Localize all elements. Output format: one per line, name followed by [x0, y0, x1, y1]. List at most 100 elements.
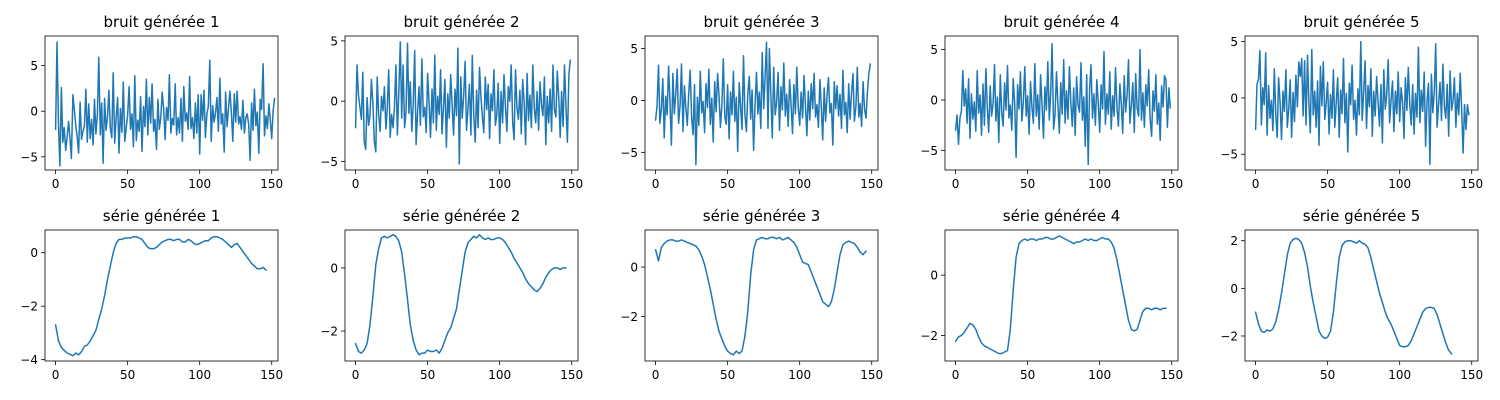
- x-tick-label: 150: [1160, 368, 1183, 382]
- x-tick-label: 150: [560, 368, 583, 382]
- x-tick-label: 50: [420, 368, 435, 382]
- x-tick-label: 0: [1252, 368, 1260, 382]
- plot-frame: [44, 35, 279, 171]
- x-tick-label: 150: [260, 177, 283, 191]
- y-tick-label: 0: [330, 261, 338, 275]
- x-tick-label: 150: [860, 368, 883, 382]
- y-tick-label: 5: [1230, 35, 1238, 49]
- y-tick-label: 0: [1230, 282, 1238, 296]
- series-line: [354, 233, 567, 356]
- x-tick-label: 50: [120, 177, 135, 191]
- x-tick-label: 0: [352, 177, 360, 191]
- subplot-title: série générée 5: [1303, 207, 1420, 225]
- x-tick-label: 0: [1252, 177, 1260, 191]
- plot-frame: [344, 35, 579, 171]
- series-line: [654, 236, 867, 356]
- subplot-1: bruit générée 1 0 50 100 150 −5 0 5: [20, 13, 283, 191]
- subplot-3: bruit générée 3 0 50 100 150 −5 0 5: [620, 13, 883, 191]
- y-tick-label: 5: [630, 42, 638, 56]
- subplot-title: bruit générée 2: [403, 13, 519, 31]
- y-tick-label: 0: [930, 269, 938, 283]
- subplot-10: série générée 5 0 50 100 150 −2 0 2: [1220, 207, 1483, 382]
- x-tick-label: 100: [1388, 177, 1411, 191]
- series-line: [54, 235, 267, 357]
- x-tick-label: 50: [1320, 177, 1335, 191]
- subplot-title: série générée 1: [103, 207, 220, 225]
- plot-frame: [1244, 229, 1479, 362]
- y-tick-label: 0: [30, 105, 38, 119]
- x-tick-label: 0: [952, 177, 960, 191]
- subplot-9: série générée 4 0 50 100 150 −2 0: [920, 207, 1183, 382]
- x-tick-label: 50: [1320, 368, 1335, 382]
- x-tick-label: 50: [720, 368, 735, 382]
- x-tick-label: 150: [260, 368, 283, 382]
- plot-frame: [944, 229, 1179, 362]
- y-tick-label: 0: [930, 93, 938, 107]
- y-tick-label: −5: [1220, 148, 1238, 162]
- subplot-4: bruit générée 4 0 50 100 150 −5 0 5: [920, 13, 1183, 191]
- y-tick-label: 2: [1230, 234, 1238, 248]
- x-tick-label: 50: [420, 177, 435, 191]
- x-tick-label: 50: [120, 368, 135, 382]
- y-tick-label: 0: [630, 261, 638, 275]
- y-tick-label: −2: [920, 329, 938, 343]
- y-tick-label: 5: [30, 59, 38, 73]
- x-tick-label: 100: [1088, 177, 1111, 191]
- series-line: [54, 41, 276, 167]
- series-line: [1254, 40, 1470, 166]
- subplot-8: série générée 3 0 50 100 150 −2 0: [620, 207, 883, 382]
- x-tick-label: 0: [652, 368, 660, 382]
- y-tick-label: −5: [620, 146, 638, 160]
- x-tick-label: 150: [1460, 177, 1483, 191]
- y-tick-label: 0: [330, 95, 338, 109]
- plot-frame: [644, 35, 879, 171]
- x-tick-label: 150: [1460, 368, 1483, 382]
- x-tick-label: 100: [188, 177, 211, 191]
- plot-frame: [1244, 35, 1479, 171]
- x-tick-label: 0: [352, 368, 360, 382]
- y-tick-label: −5: [320, 155, 338, 169]
- y-tick-label: 5: [930, 43, 938, 57]
- x-tick-label: 50: [1020, 177, 1035, 191]
- y-tick-label: 5: [330, 34, 338, 48]
- series-line: [1254, 237, 1453, 355]
- series-line: [654, 41, 872, 166]
- x-tick-label: 150: [860, 177, 883, 191]
- y-tick-label: −5: [20, 150, 38, 164]
- x-tick-label: 100: [188, 368, 211, 382]
- x-tick-label: 0: [952, 368, 960, 382]
- x-tick-label: 0: [652, 177, 660, 191]
- subplot-title: bruit générée 4: [1003, 13, 1119, 31]
- subplot-7: série générée 2 0 50 100 150 −2 0: [320, 207, 583, 382]
- y-tick-label: 0: [1230, 91, 1238, 105]
- y-tick-label: 0: [30, 246, 38, 260]
- subplot-title: série générée 2: [403, 207, 520, 225]
- subplot-title: série générée 3: [703, 207, 820, 225]
- plot-frame: [644, 229, 879, 362]
- subplot-title: série générée 4: [1003, 207, 1120, 225]
- subplot-6: série générée 1 0 50 100 150 −4 −2 0: [20, 207, 283, 382]
- series-line: [354, 41, 572, 165]
- x-tick-label: 50: [720, 177, 735, 191]
- series-line: [954, 42, 1172, 166]
- x-tick-label: 50: [1020, 368, 1035, 382]
- subplot-title: bruit générée 5: [1303, 13, 1419, 31]
- subplot-5: bruit générée 5 0 50 100 150 −5 0 5: [1220, 13, 1483, 191]
- x-tick-label: 100: [1388, 368, 1411, 382]
- subplot-title: bruit générée 1: [103, 13, 219, 31]
- x-tick-label: 0: [52, 177, 60, 191]
- plot-frame: [44, 229, 279, 362]
- subplot-2: bruit générée 2 0 50 100 150 −5 0 5: [320, 13, 583, 191]
- x-tick-label: 0: [52, 368, 60, 382]
- x-tick-label: 100: [788, 177, 811, 191]
- x-tick-label: 150: [560, 177, 583, 191]
- x-tick-label: 100: [788, 368, 811, 382]
- y-tick-label: −2: [620, 310, 638, 324]
- subplot-title: bruit générée 3: [703, 13, 819, 31]
- y-tick-label: −2: [320, 325, 338, 339]
- x-tick-label: 100: [488, 368, 511, 382]
- y-tick-label: 0: [630, 94, 638, 108]
- x-tick-label: 150: [1160, 177, 1183, 191]
- y-tick-label: −4: [20, 353, 38, 367]
